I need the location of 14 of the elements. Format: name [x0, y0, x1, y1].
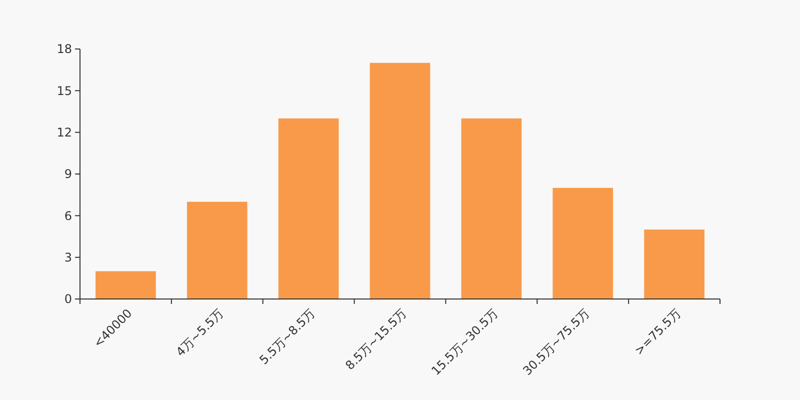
y-tick-label: 18	[56, 42, 72, 56]
y-tick-label: 6	[64, 208, 72, 223]
bar	[461, 118, 522, 299]
y-tick-label: 15	[56, 84, 72, 98]
y-tick-label: 9	[64, 167, 72, 182]
bar	[186, 202, 248, 299]
y-tick-label: 0	[64, 292, 72, 306]
y-tick-label: 3	[64, 250, 72, 265]
bar	[370, 62, 430, 299]
bar	[644, 230, 704, 299]
bar	[278, 118, 339, 299]
bar	[552, 188, 614, 299]
y-tick-label: 12	[56, 126, 72, 140]
bar	[96, 271, 156, 299]
